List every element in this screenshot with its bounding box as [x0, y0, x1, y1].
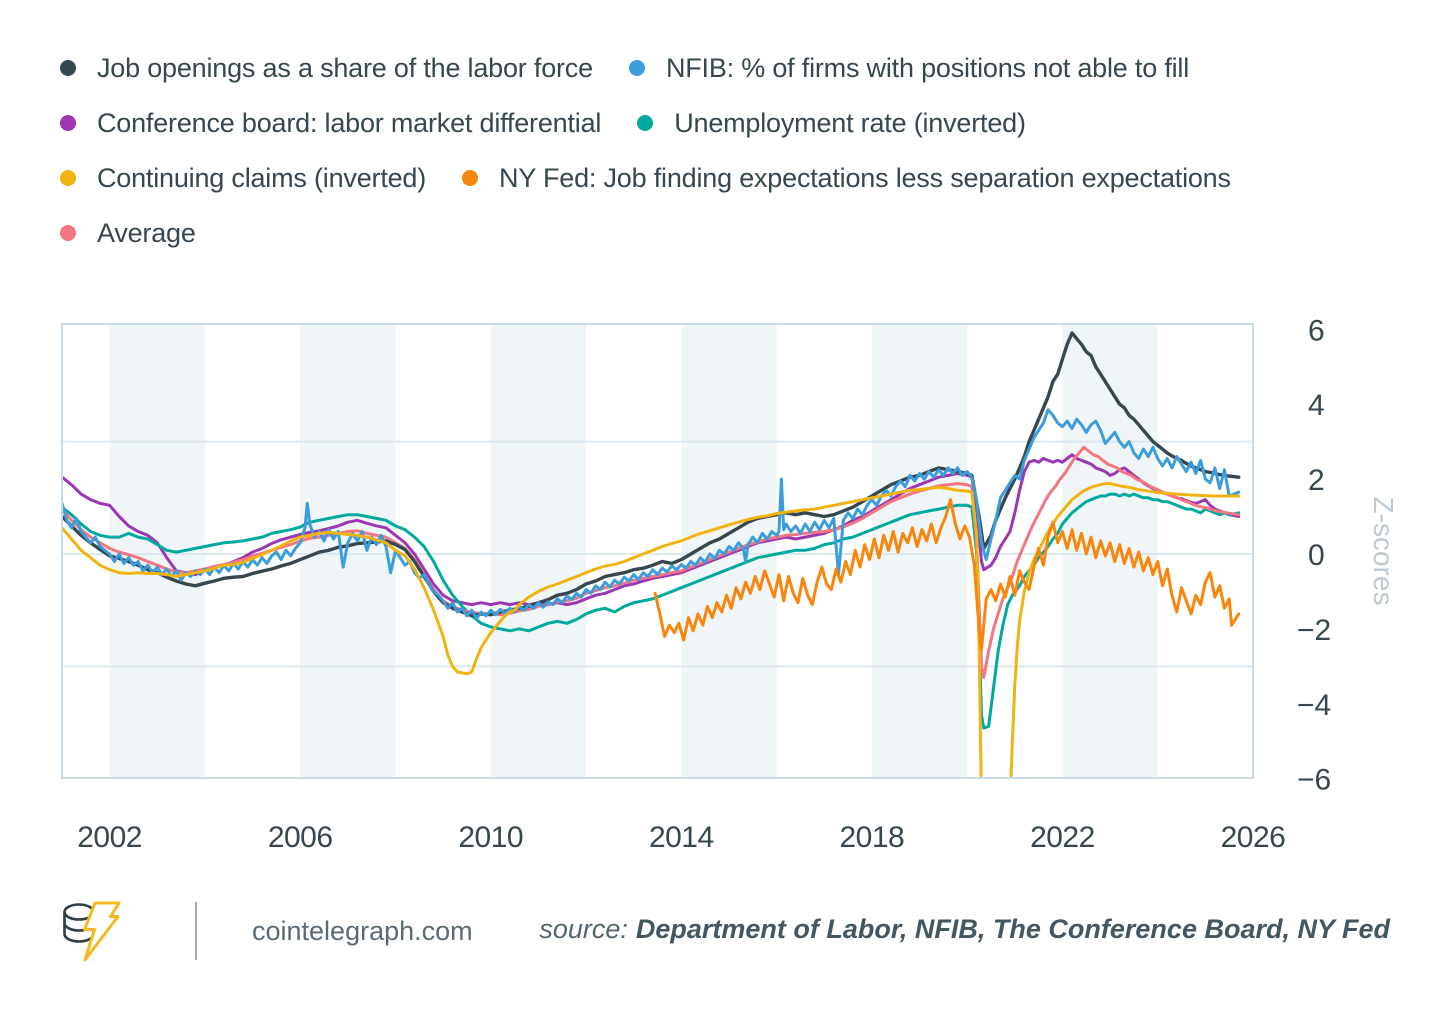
plot-band — [490, 324, 587, 778]
footer: cointelegraph.com source: Department of L… — [58, 898, 1392, 968]
legend-dot-nfib-icon — [628, 60, 645, 76]
legend-dot-unemployment-rate-icon — [637, 115, 654, 131]
y-tick-label: 4 — [1308, 389, 1325, 422]
x-tick-label: 2022 — [1030, 821, 1095, 854]
series-line-nfib — [61, 408, 1241, 620]
legend-dot-job-openings-icon — [60, 60, 76, 76]
legend-item-unemployment-rate: Unemployment rate (inverted) — [637, 109, 1026, 137]
legend-item-average: Average — [60, 219, 196, 247]
legend-row-2: Conference board: labor market different… — [60, 109, 1231, 137]
plot-border — [61, 323, 1254, 779]
plot-band — [871, 324, 968, 778]
series-line-ny-fed — [653, 498, 1241, 651]
x-tick-label: 2026 — [1221, 821, 1286, 854]
legend-item-conference-board: Conference board: labor market different… — [60, 109, 601, 137]
legend-item-ny-fed: NY Fed: Job finding expectations less se… — [462, 164, 1231, 192]
brand-divider — [195, 902, 197, 960]
legend-dot-ny-fed-icon — [462, 170, 479, 186]
legend-label: Unemployment rate (inverted) — [674, 108, 1026, 138]
legend-label: Job openings as a share of the labor for… — [97, 53, 593, 83]
series-line-continuing-claims — [61, 482, 1241, 779]
legend-item-continuing-claims: Continuing claims (inverted) — [60, 164, 426, 192]
x-tick-label: 2002 — [77, 821, 142, 854]
legend-item-nfib: NFIB: % of firms with positions not able… — [628, 53, 1190, 83]
y-tick-label: 2 — [1308, 464, 1325, 497]
chart-plot-area — [61, 331, 1241, 779]
legend-row-1: Job openings as a share of the labor for… — [60, 54, 1231, 82]
plot-band — [1062, 324, 1158, 778]
brand-site-text: cointelegraph.com — [252, 915, 473, 946]
legend-label: NFIB: % of firms with positions not able… — [665, 53, 1190, 83]
source-value: Department of Labor, NFIB, The Conferenc… — [635, 914, 1390, 944]
cointelegraph-logo-icon — [63, 901, 121, 962]
plot-band — [300, 324, 396, 778]
legend-item-job-openings: Job openings as a share of the labor for… — [60, 54, 593, 82]
legend-label: Continuing claims (inverted) — [97, 163, 427, 193]
y-tick-label: −4 — [1297, 689, 1331, 722]
y-axis-title: Z-scores — [1368, 497, 1399, 606]
y-tick-label: −6 — [1297, 764, 1331, 797]
x-tick-label: 2014 — [649, 821, 714, 854]
plot-band — [109, 324, 205, 778]
series-line-average — [61, 445, 1241, 680]
legend-label: Conference board: labor market different… — [97, 108, 602, 138]
x-tick-label: 2010 — [458, 821, 523, 854]
legend-label: Average — [97, 218, 196, 248]
y-tick-label: 6 — [1308, 314, 1325, 347]
source-label: source: — [539, 914, 628, 944]
legend-dot-conference-board-icon — [60, 115, 76, 131]
y-tick-label: 0 — [1308, 539, 1325, 572]
x-tick-label: 2018 — [840, 821, 905, 854]
legend-row-4: Average — [60, 219, 1231, 247]
series-line-unemployment-rate — [61, 492, 1241, 730]
x-tick-label: 2006 — [268, 821, 333, 854]
legend-dot-average-icon — [60, 225, 76, 241]
legend: Job openings as a share of the labor for… — [60, 54, 1231, 247]
legend-label: NY Fed: Job finding expectations less se… — [499, 163, 1231, 193]
y-tick-label: −2 — [1297, 614, 1331, 647]
legend-dot-continuing-claims-icon — [60, 170, 76, 186]
brand: cointelegraph.com — [58, 898, 473, 964]
source-line: source: Department of Labor, NFIB, The Co… — [539, 914, 1390, 945]
legend-row-3: Continuing claims (inverted) NY Fed: Job… — [60, 164, 1231, 192]
